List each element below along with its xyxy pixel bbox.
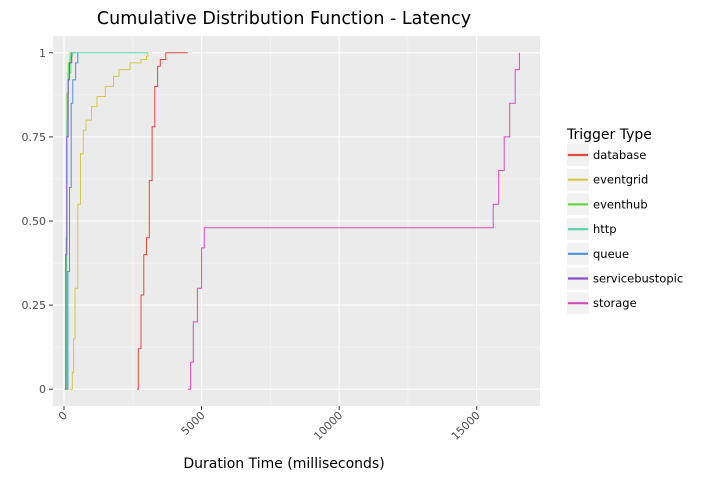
series-line-queue xyxy=(66,52,79,390)
series-line-storage xyxy=(187,52,520,390)
y-tick-label: 0.50 xyxy=(22,215,47,228)
legend-label: queue xyxy=(593,247,629,261)
legend-item-http: http xyxy=(567,218,617,241)
legend-label: database xyxy=(593,148,646,162)
x-tick-label: 15000 xyxy=(449,409,483,443)
legend-label: eventgrid xyxy=(593,173,648,187)
series-line-database xyxy=(136,52,188,390)
chart-title: Cumulative Distribution Function - Laten… xyxy=(97,9,471,29)
legend-item-database: database xyxy=(567,144,646,166)
y-tick-label: 0 xyxy=(39,383,46,396)
y-tick-label: 1 xyxy=(39,47,46,60)
y-tick-label: 0.75 xyxy=(22,131,47,144)
legend-label: servicebustopic xyxy=(593,272,683,286)
x-axis-title: Duration Time (milliseconds) xyxy=(183,456,384,472)
legend-label: http xyxy=(593,222,617,236)
x-tick-labels: 0 5000 10000 15000 xyxy=(56,409,483,443)
series-line-eventgrid xyxy=(69,52,149,390)
series-line-servicebustopic xyxy=(64,52,73,390)
x-tick-label: 0 xyxy=(56,409,70,423)
legend-item-storage: storage xyxy=(567,292,637,315)
legend: Trigger Type database eventgrid eventhub ht… xyxy=(566,127,683,315)
legend-item-servicebustopic: servicebustopic xyxy=(567,267,683,290)
x-tick-label: 5000 xyxy=(179,409,208,438)
legend-item-eventhub: eventhub xyxy=(567,193,648,216)
y-tick-labels: 0 0.25 0.50 0.75 1 xyxy=(22,47,47,396)
legend-label: eventhub xyxy=(593,197,648,211)
legend-item-eventgrid: eventgrid xyxy=(567,168,648,191)
y-tick-label: 0.25 xyxy=(22,299,47,312)
legend-item-queue: queue xyxy=(567,242,629,265)
legend-title: Trigger Type xyxy=(566,127,652,143)
series-lines xyxy=(64,52,520,390)
legend-label: storage xyxy=(593,296,637,310)
axis-ticks xyxy=(49,52,478,410)
legend-items: database eventgrid eventhub http queue servic… xyxy=(567,144,683,315)
x-tick-label: 10000 xyxy=(311,409,345,443)
